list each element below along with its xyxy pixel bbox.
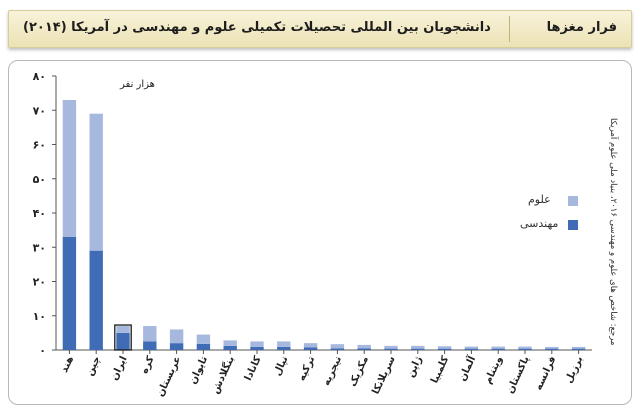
bar-engineering: [223, 345, 237, 350]
bar-engineering: [491, 348, 505, 350]
y-tick-label: ۵۰: [33, 173, 46, 186]
x-tick-label: کره: [139, 354, 157, 375]
header-divider: [509, 16, 510, 42]
y-tick-label: ۸۰: [33, 70, 46, 83]
x-tick-label: ژاپن: [405, 354, 424, 379]
bar-engineering: [518, 348, 532, 350]
x-tick-label: نپال: [272, 355, 291, 378]
chart-title: دانشجویان بین المللی تحصیلات تکمیلی علوم…: [23, 20, 491, 35]
bar-science: [277, 341, 291, 347]
header-banner: فرار مغزها دانشجویان بین المللی تحصیلات …: [8, 10, 632, 48]
bar-engineering: [89, 250, 103, 350]
bar-engineering: [545, 348, 559, 350]
x-tick-label: کانادا: [243, 354, 264, 382]
y-tick-label: ۲۰: [33, 276, 46, 289]
bar-science: [571, 346, 586, 349]
x-tick-label: بنگلادش: [208, 354, 237, 396]
x-tick-label: پاکستان: [505, 354, 532, 395]
bar-engineering: [143, 341, 157, 350]
x-tick-label: برزیل: [563, 355, 585, 385]
bar-science: [196, 334, 211, 344]
x-tick-label: تایوان: [188, 354, 211, 386]
legend-label-engineering: مهندسی: [520, 217, 559, 230]
x-tick-label: چین: [84, 355, 103, 378]
bar-science: [384, 345, 398, 349]
bar-science: [464, 346, 479, 349]
legend-label-science: علوم: [528, 193, 551, 206]
bar-science: [518, 346, 532, 349]
bar-engineering: [250, 346, 264, 350]
unit-label: هزار نفر: [120, 79, 155, 90]
bar-science: [411, 345, 425, 349]
bar-engineering: [357, 348, 371, 350]
header-tag: فرار مغزها: [546, 20, 617, 35]
bar-engineering: [384, 348, 398, 350]
bar-engineering: [303, 347, 318, 350]
x-tick-label: مکزیک: [347, 355, 371, 389]
bar-science: [357, 344, 371, 349]
x-tick-label: فرانسه: [533, 355, 558, 392]
legend-swatch-science: [568, 196, 578, 206]
bar-science: [250, 341, 264, 347]
bar-science: [303, 343, 318, 348]
y-tick-label: ۳۰: [33, 241, 46, 254]
bar-science: [545, 346, 559, 349]
y-tick-label: ۰: [39, 344, 46, 357]
bar-engineering: [437, 348, 452, 350]
bar-engineering: [330, 348, 345, 350]
bar-science: [143, 326, 157, 342]
legend-swatch-engineering: [568, 220, 578, 230]
bar-engineering: [411, 348, 425, 350]
x-tick-label: آلمان: [455, 353, 478, 383]
bar-science: [491, 346, 505, 349]
x-tick-label: کلمبیا: [429, 354, 451, 385]
bar-engineering: [196, 343, 211, 350]
bar-science: [330, 344, 345, 349]
source-note: مرجع: شاخص های علوم و مهندسی ۲۰۱۶، بنیاد…: [608, 118, 618, 346]
x-tick-label: نیجریه: [321, 355, 344, 388]
y-tick-label: ۷۰: [33, 104, 46, 117]
bar-engineering: [571, 348, 586, 350]
x-tick-label: ایران: [109, 355, 130, 383]
chart-frame: [8, 60, 632, 405]
y-tick-label: ۱۰: [33, 310, 46, 323]
bar-engineering: [116, 332, 130, 350]
bar-engineering: [62, 236, 77, 350]
bar-engineering: [464, 348, 479, 350]
bar-science: [62, 99, 77, 237]
x-tick-label: هند: [59, 355, 76, 375]
bar-science: [169, 329, 184, 344]
bar-engineering: [277, 346, 291, 350]
bar-science: [437, 346, 452, 349]
bar-science: [223, 340, 237, 346]
x-tick-label: عربستان: [155, 355, 183, 399]
x-tick-label: سریلانکا: [371, 354, 398, 396]
bar-science: [89, 113, 103, 251]
y-tick-label: ۴۰: [33, 207, 46, 220]
bar-engineering: [169, 343, 184, 350]
y-tick-label: ۶۰: [33, 139, 46, 152]
x-tick-label: ترکیه: [296, 354, 317, 382]
x-tick-label: ویتنام: [483, 355, 505, 386]
highlight-box: [114, 324, 132, 351]
bar-science: [116, 326, 130, 333]
